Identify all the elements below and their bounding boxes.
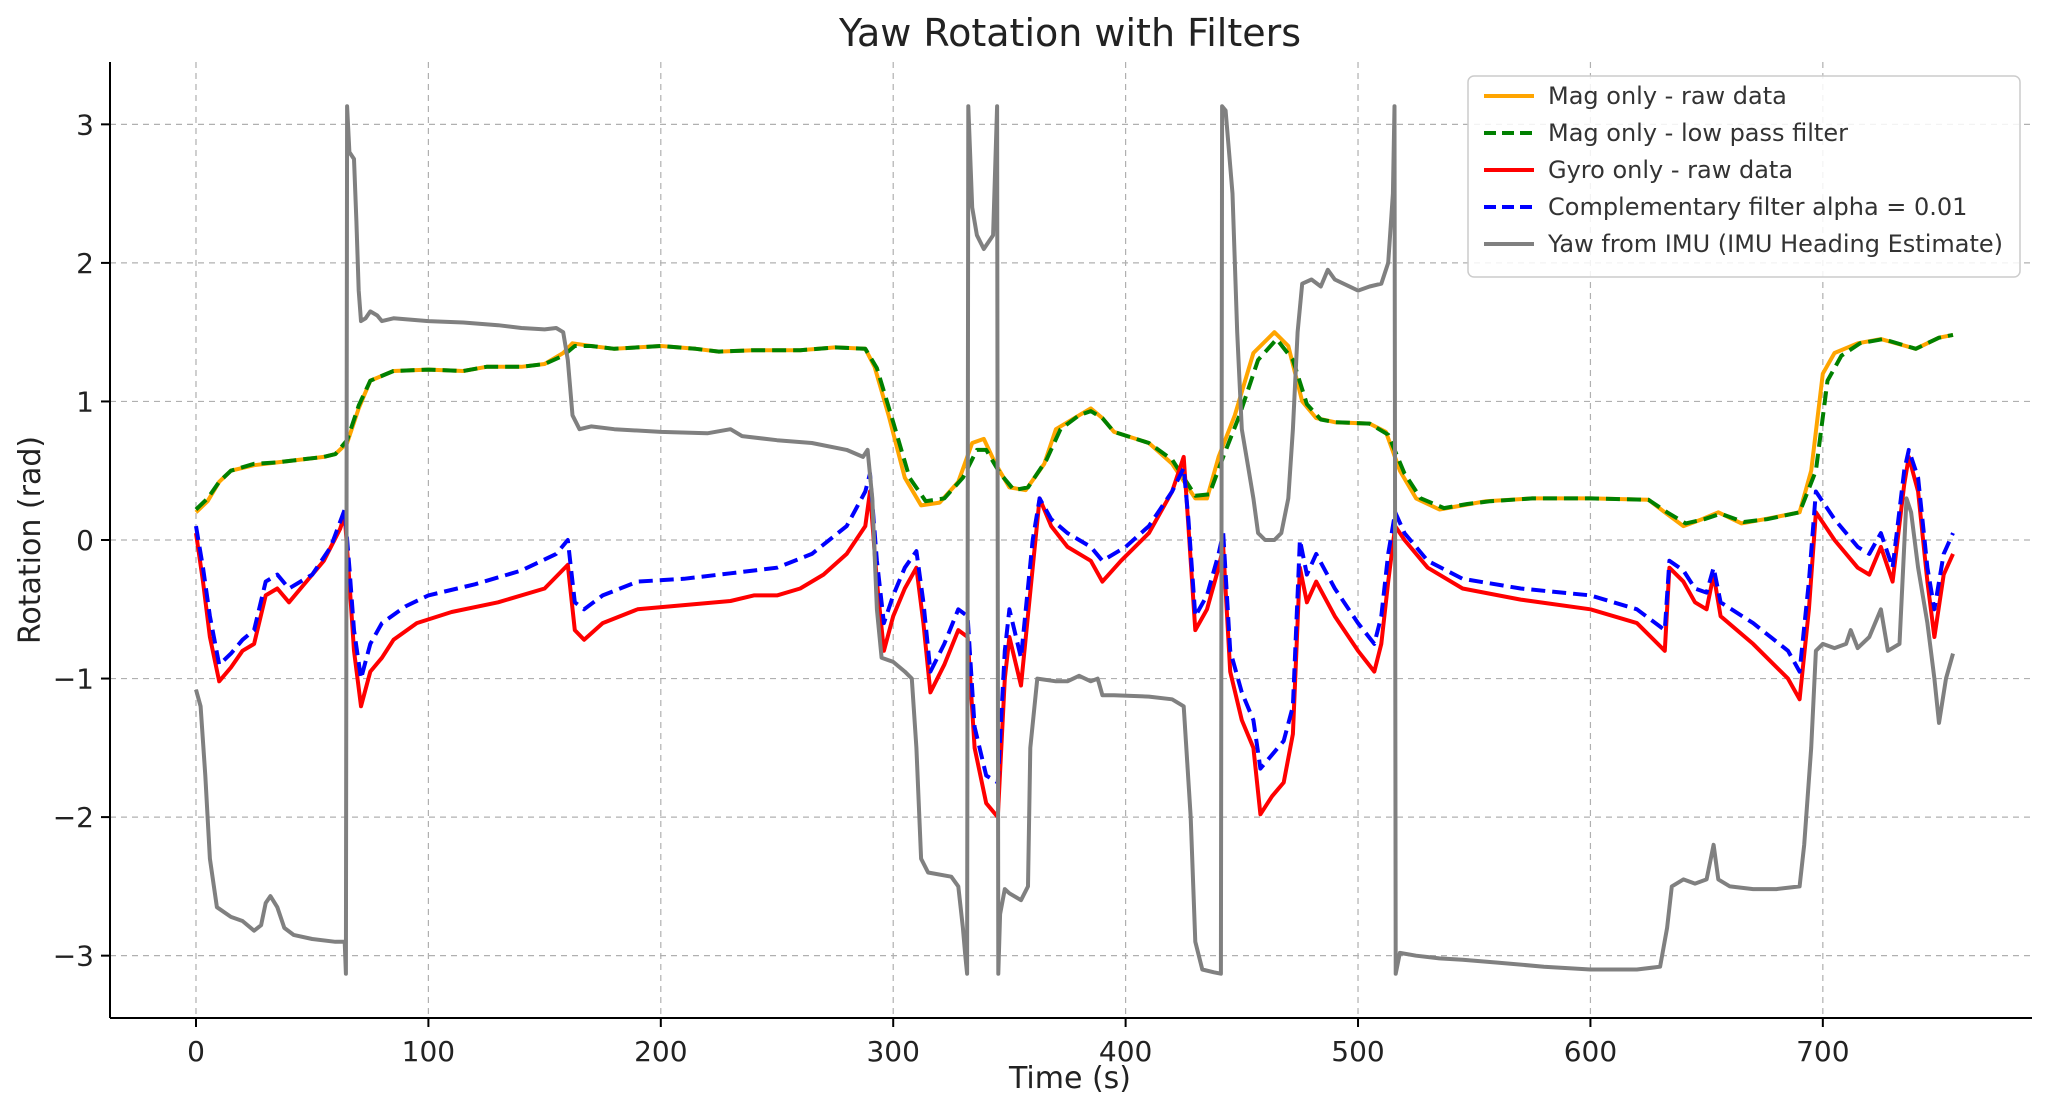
- x-tick-label: 700: [1796, 1035, 1849, 1068]
- y-axis-label: Rotation (rad): [13, 436, 48, 644]
- legend-label-1: Mag only - raw data: [1548, 82, 1787, 110]
- y-tick-label: 2: [76, 247, 94, 280]
- plot-series: [194, 104, 1955, 976]
- y-tick-label: 0: [76, 524, 94, 557]
- legend: Mag only - raw data Mag only - low pass f…: [1467, 75, 2021, 278]
- legend-label-4: Complementary filter alpha = 0.01: [1548, 193, 1967, 221]
- series-line-1: [194, 330, 1954, 529]
- y-tick-label: −3: [53, 940, 94, 973]
- y-tick-label: 1: [76, 385, 94, 418]
- y-tick-label: −2: [53, 801, 94, 834]
- legend-label-5: Yaw from IMU (IMU Heading Estimate): [1547, 230, 2003, 258]
- series-line-3: [194, 454, 1955, 820]
- legend-box: [1467, 75, 2021, 278]
- x-tick-label: 300: [866, 1035, 919, 1068]
- legend-label-2: Mag only - low pass filter: [1548, 119, 1848, 147]
- axes: 0 100 200 300 400 500 600 700 −3 −2 −1 0 1 2 3: [53, 62, 2032, 1068]
- x-axis-label: Time (s): [1008, 1061, 1131, 1096]
- series-line-5: [194, 104, 1955, 976]
- series-line-4: [194, 447, 1955, 785]
- x-tick-label: 100: [402, 1035, 455, 1068]
- legend-label-3: Gyro only - raw data: [1548, 156, 1793, 184]
- x-tick-label: 500: [1331, 1035, 1384, 1068]
- series-line-2: [194, 332, 1954, 526]
- x-tick-label: 0: [187, 1035, 205, 1068]
- chart-title: Yaw Rotation with Filters: [838, 11, 1301, 55]
- x-tick-label: 400: [1099, 1035, 1152, 1068]
- x-tick-label: 200: [634, 1035, 687, 1068]
- y-tick-label: −1: [53, 663, 94, 696]
- x-tick-label: 600: [1564, 1035, 1617, 1068]
- y-tick-label: 3: [76, 108, 94, 141]
